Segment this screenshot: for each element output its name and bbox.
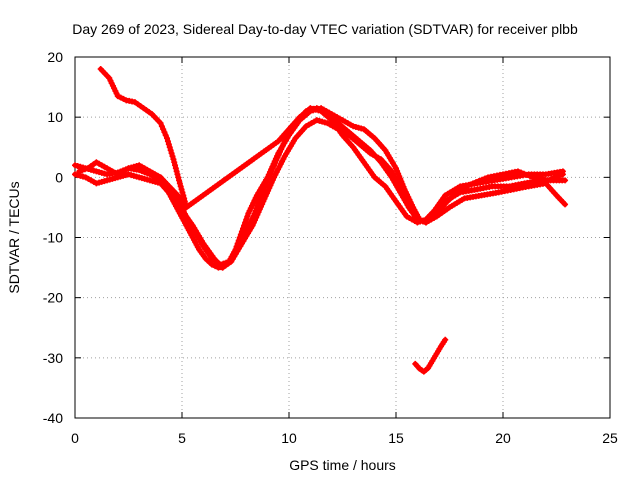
data-point bbox=[169, 153, 176, 160]
chart-title: Day 269 of 2023, Sidereal Day-to-day VTE… bbox=[72, 21, 578, 37]
data-point bbox=[180, 192, 187, 199]
data-point bbox=[526, 173, 533, 180]
y-axis-label: SDTVAR / TECUs bbox=[6, 181, 22, 293]
data-point bbox=[544, 177, 551, 184]
data-point bbox=[220, 260, 227, 267]
data-point bbox=[161, 129, 168, 136]
y-tick-label: 10 bbox=[47, 109, 63, 125]
data-point bbox=[178, 186, 185, 193]
data-point bbox=[241, 222, 248, 229]
x-tick-label: 15 bbox=[388, 430, 404, 446]
y-tick-label: 20 bbox=[47, 49, 63, 65]
data-point bbox=[170, 156, 177, 163]
series-line bbox=[76, 105, 566, 225]
data-point bbox=[81, 166, 88, 173]
data-point bbox=[243, 216, 250, 223]
data-point bbox=[520, 170, 527, 177]
data-point bbox=[420, 218, 427, 225]
data-point bbox=[482, 175, 489, 182]
data-point bbox=[562, 201, 569, 208]
y-tick-label: -40 bbox=[43, 410, 63, 426]
data-point bbox=[242, 219, 249, 226]
data-point bbox=[556, 172, 563, 179]
series-trace-b bbox=[72, 105, 569, 271]
series-trace-f bbox=[412, 336, 449, 375]
data-point bbox=[157, 120, 164, 127]
data-series bbox=[72, 66, 569, 375]
data-point bbox=[177, 183, 184, 190]
data-point bbox=[244, 213, 251, 220]
data-point bbox=[167, 147, 174, 154]
data-point bbox=[442, 336, 449, 343]
data-point bbox=[414, 216, 421, 223]
x-tick-label: 20 bbox=[495, 430, 511, 446]
data-point bbox=[172, 165, 179, 172]
data-point bbox=[217, 261, 224, 268]
data-point bbox=[514, 168, 521, 175]
data-point bbox=[476, 177, 483, 184]
data-point bbox=[174, 171, 181, 178]
y-tick-label: -30 bbox=[43, 350, 63, 366]
y-tick-label: 0 bbox=[55, 169, 63, 185]
data-point bbox=[164, 138, 171, 145]
data-point bbox=[168, 150, 175, 157]
series-trace-a bbox=[97, 66, 190, 211]
x-tick-label: 5 bbox=[178, 430, 186, 446]
data-point bbox=[550, 174, 557, 181]
x-tick-label: 25 bbox=[602, 430, 618, 446]
x-axis-label: GPS time / hours bbox=[289, 457, 396, 473]
data-point bbox=[176, 177, 183, 184]
data-point bbox=[223, 259, 230, 266]
data-point bbox=[212, 263, 219, 270]
data-point bbox=[179, 189, 186, 196]
data-point bbox=[166, 144, 173, 151]
axis-ticks: 0 5 10 15 20 25 -40 -30 -20 -10 0 10 20 bbox=[43, 49, 618, 446]
data-point bbox=[79, 167, 86, 174]
series-trace-e bbox=[157, 105, 566, 268]
x-tick-label: 0 bbox=[71, 430, 79, 446]
data-point bbox=[173, 168, 180, 175]
data-point bbox=[208, 261, 215, 268]
data-point bbox=[160, 126, 167, 133]
data-point bbox=[523, 171, 530, 178]
data-point bbox=[562, 177, 569, 184]
data-point bbox=[559, 171, 566, 178]
data-point bbox=[176, 180, 183, 187]
data-point bbox=[470, 180, 477, 187]
data-point bbox=[417, 217, 424, 224]
data-point bbox=[76, 168, 83, 175]
data-point bbox=[517, 169, 524, 176]
data-point bbox=[473, 179, 480, 186]
data-point bbox=[172, 162, 179, 169]
data-point bbox=[547, 176, 554, 183]
data-point bbox=[162, 132, 169, 139]
grid-lines bbox=[75, 57, 610, 418]
data-point bbox=[165, 141, 172, 148]
data-point bbox=[158, 123, 165, 130]
y-tick-label: -20 bbox=[43, 290, 63, 306]
data-point bbox=[175, 174, 182, 181]
y-tick-label: -10 bbox=[43, 230, 63, 246]
data-point bbox=[171, 159, 178, 166]
data-point bbox=[553, 173, 560, 180]
data-point bbox=[479, 176, 486, 183]
data-point bbox=[164, 135, 171, 142]
series-trace-c bbox=[72, 117, 569, 271]
x-tick-label: 10 bbox=[281, 430, 297, 446]
